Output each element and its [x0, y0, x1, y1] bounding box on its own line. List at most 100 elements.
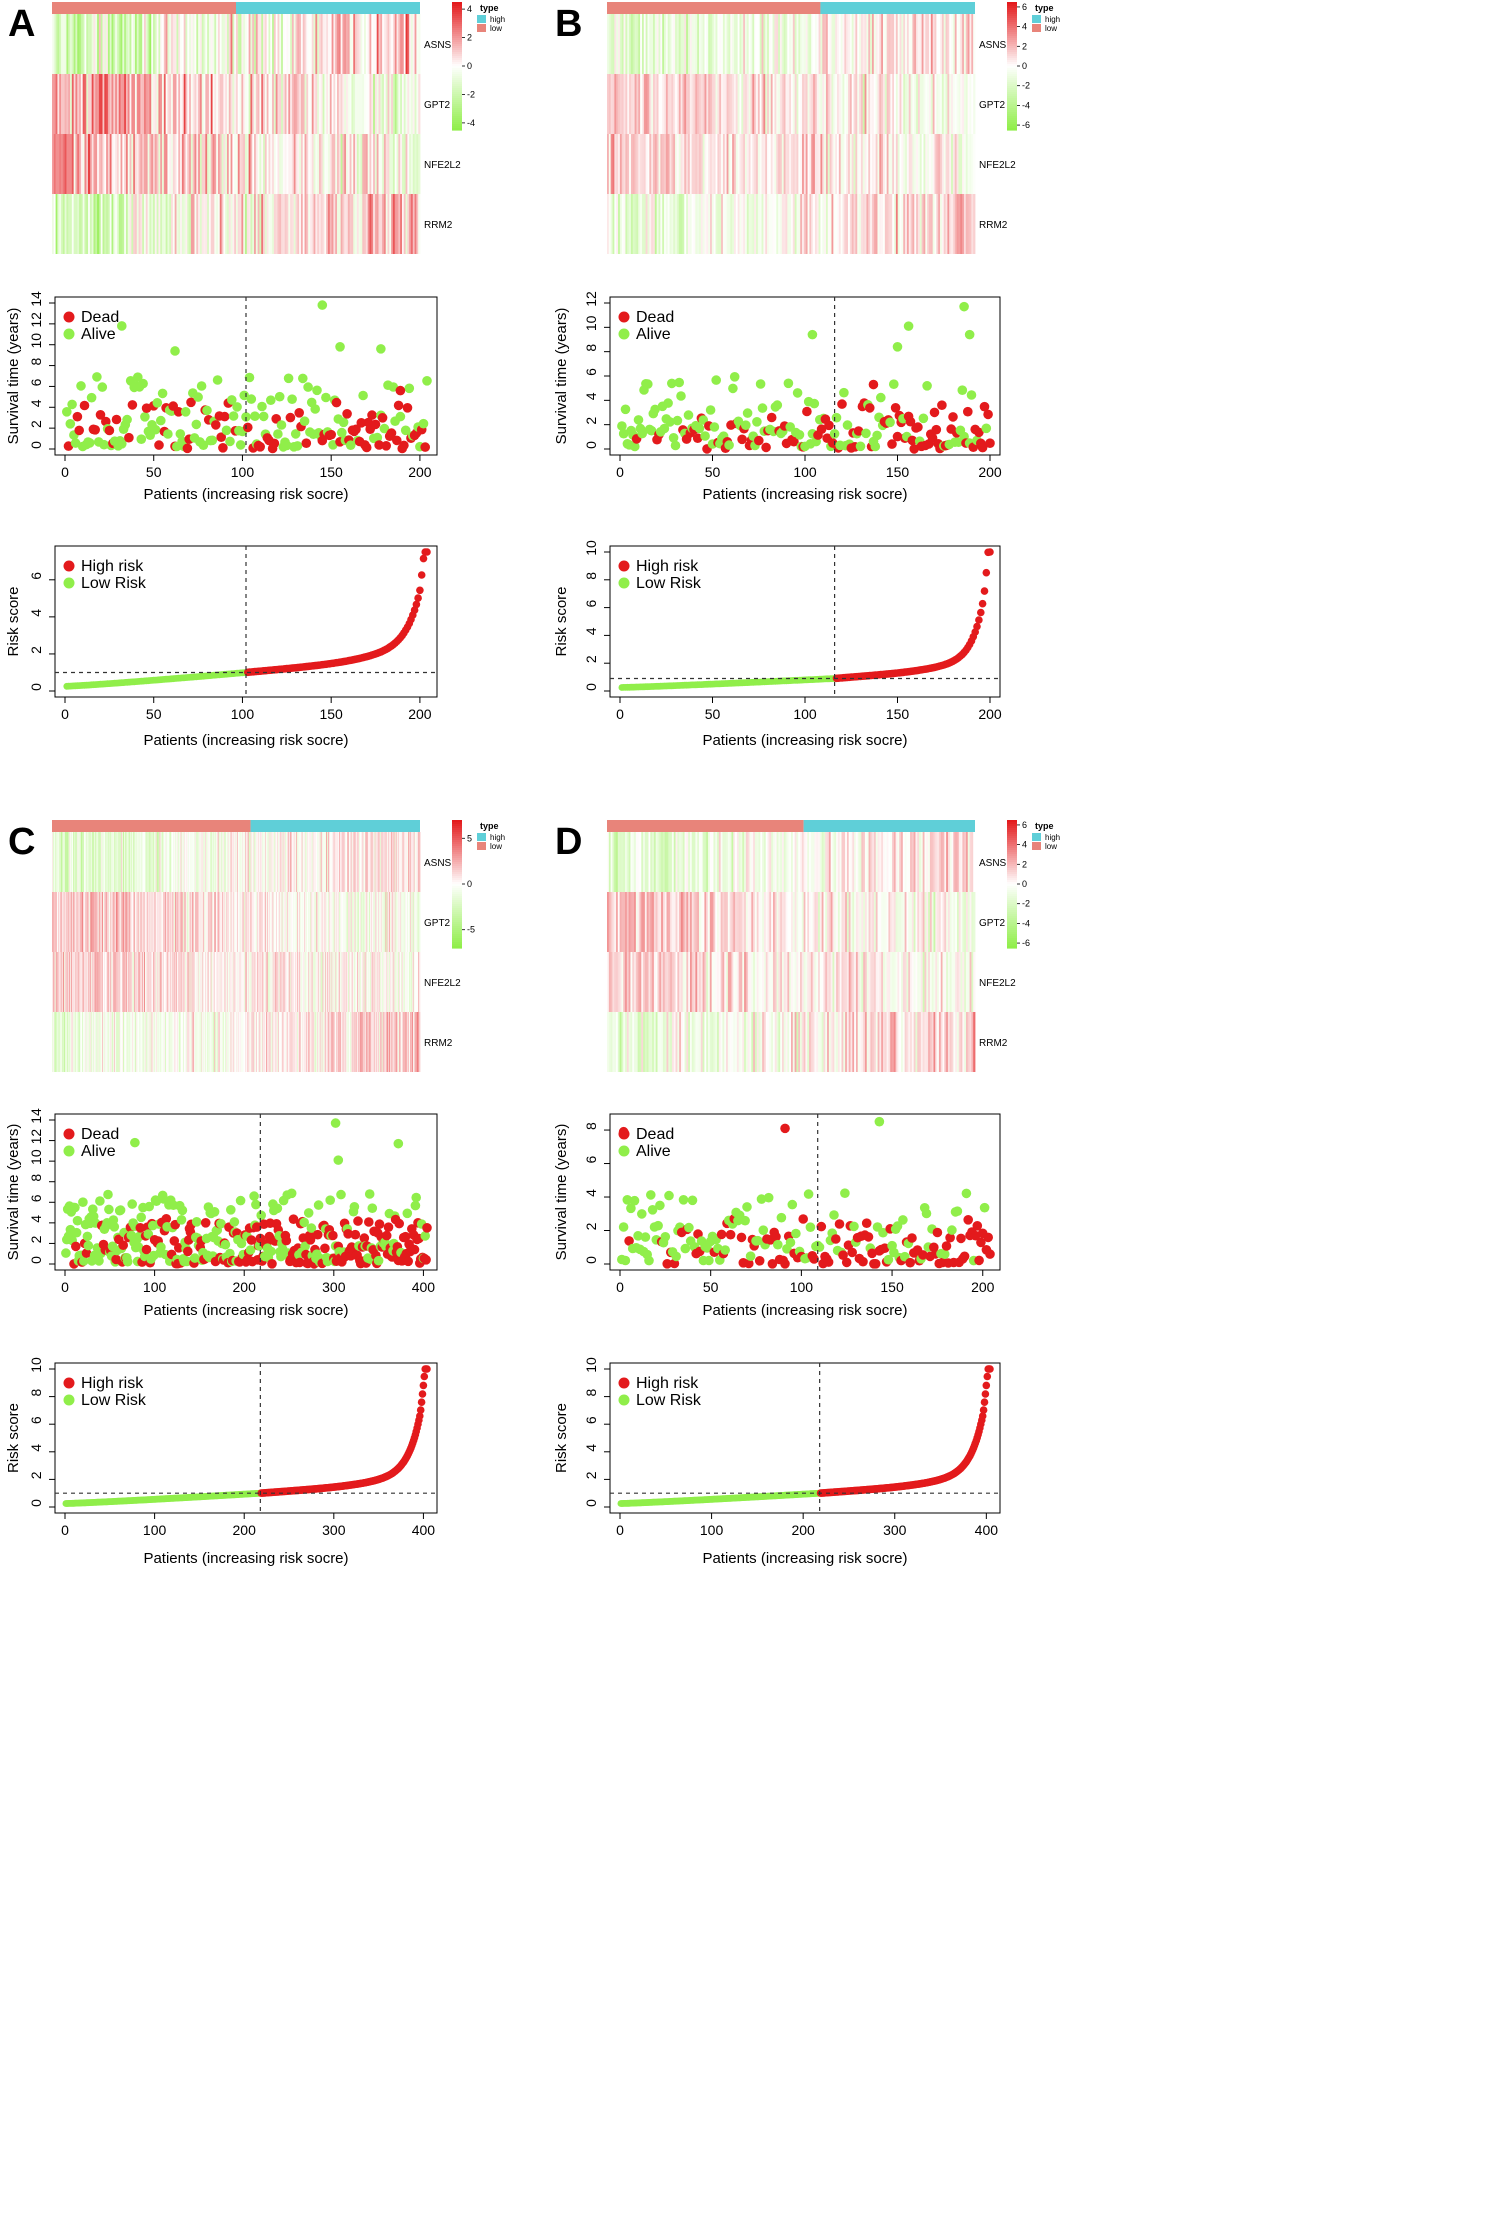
heatmap-cell: [184, 952, 186, 1012]
heatmap-cell: [222, 1012, 224, 1072]
heatmap-cell: [395, 832, 397, 892]
survival-y-tick-label: 10: [28, 333, 44, 349]
heatmap-cell: [180, 134, 183, 194]
heatmap-cell: [64, 952, 67, 1012]
heatmap-cell: [380, 194, 383, 254]
heatmap-cell: [131, 952, 133, 1012]
heatmap-cell: [221, 952, 223, 1012]
heatmap-cell: [355, 952, 357, 1012]
heatmap-cell: [299, 74, 302, 134]
heatmap-cell: [886, 134, 889, 194]
heatmap-cell: [186, 892, 189, 952]
heatmap-cell: [85, 952, 88, 1012]
risk-legend-marker: [618, 577, 630, 589]
heatmap-cell: [348, 832, 350, 892]
heatmap-cell: [967, 74, 970, 134]
heatmap-cell: [743, 134, 746, 194]
heatmap-cell: [160, 74, 163, 134]
heatmap-cell: [252, 194, 255, 254]
heatmap-cell: [266, 832, 269, 892]
color-scale-step: [452, 112, 462, 115]
heatmap-cell: [272, 1012, 274, 1072]
survival-point: [133, 372, 143, 383]
survival-point: [842, 420, 853, 430]
heatmap-cell: [250, 832, 252, 892]
heatmap-cell: [201, 832, 203, 892]
color-scale-step: [452, 50, 462, 53]
heatmap-cell: [233, 952, 235, 1012]
heatmap-cell: [726, 14, 729, 74]
heatmap-cell: [328, 952, 331, 1012]
heatmap-cell: [266, 194, 269, 254]
heatmap-cell: [377, 832, 379, 892]
color-scale-step: [452, 888, 462, 891]
heatmap-cell: [719, 14, 722, 74]
heatmap-cell: [952, 74, 956, 134]
heatmap-cell: [98, 14, 102, 74]
heatmap-cell: [115, 14, 118, 74]
heatmap-cell: [160, 134, 163, 194]
survival-y-tick-label: 6: [583, 368, 599, 376]
heatmap-cell: [338, 194, 342, 254]
heatmap-cell: [221, 74, 224, 134]
heatmap-cell: [789, 134, 792, 194]
survival-xlabel: Patients (increasing risk socre): [702, 486, 907, 503]
color-scale-step: [452, 18, 462, 21]
heatmap-cell: [333, 952, 335, 1012]
heatmap-cell: [408, 832, 410, 892]
heatmap-cell: [220, 1012, 222, 1072]
heatmap-cell: [265, 892, 267, 952]
heatmap-cell: [162, 134, 165, 194]
heatmap-cell: [391, 832, 394, 892]
color-scale-step: [452, 122, 462, 125]
heatmap-cell: [59, 134, 62, 194]
heatmap-cell: [171, 1012, 173, 1072]
heatmap-cell: [264, 952, 266, 1012]
heatmap-cell: [163, 832, 165, 892]
heatmap-cell: [78, 952, 80, 1012]
heatmap-cell: [842, 194, 845, 254]
color-scale-step: [452, 92, 462, 95]
heatmap-cell: [387, 194, 390, 254]
heatmap-cell: [73, 832, 76, 892]
heatmap-cell: [91, 74, 94, 134]
heatmap-cell: [322, 14, 325, 74]
heatmap-cell: [411, 892, 414, 952]
heatmap-cell: [153, 892, 155, 952]
heatmap-cell: [62, 1012, 64, 1072]
heatmap-cell: [405, 74, 408, 134]
heatmap-cell: [342, 832, 344, 892]
heatmap-cell: [754, 14, 757, 74]
heatmap-cell: [829, 74, 832, 134]
heatmap-cell: [185, 134, 188, 194]
heatmap-cell: [147, 74, 150, 134]
heatmap-cell: [252, 14, 255, 74]
heatmap-cell: [307, 892, 310, 952]
heatmap-cell: [936, 194, 939, 254]
heatmap-cell: [349, 134, 352, 194]
heatmap-cell: [348, 1012, 350, 1072]
heatmap-cell: [612, 134, 615, 194]
heatmap-cell: [212, 832, 214, 892]
color-scale-step: [452, 854, 462, 857]
heatmap-cell: [389, 892, 391, 952]
heatmap-cell: [853, 194, 856, 254]
heatmap-cell: [82, 832, 84, 892]
color-scale-step: [1007, 122, 1017, 125]
color-scale-step: [452, 88, 462, 91]
heatmap-cell: [952, 194, 956, 254]
heatmap-cell: [319, 892, 322, 952]
heatmap-cell: [857, 74, 860, 134]
heatmap-cell: [899, 194, 902, 254]
type-legend-swatch-high: [477, 833, 486, 841]
heatmap-cell: [335, 832, 337, 892]
heatmap-cell: [783, 14, 786, 74]
heatmap-cell: [329, 1012, 332, 1072]
heatmap-cell: [680, 14, 683, 74]
heatmap-cell: [143, 832, 145, 892]
heatmap-cell: [158, 1012, 160, 1072]
heatmap-cell: [91, 134, 94, 194]
heatmap-cell: [86, 74, 89, 134]
heatmap-cell: [76, 892, 78, 952]
heatmap-cell: [177, 952, 180, 1012]
